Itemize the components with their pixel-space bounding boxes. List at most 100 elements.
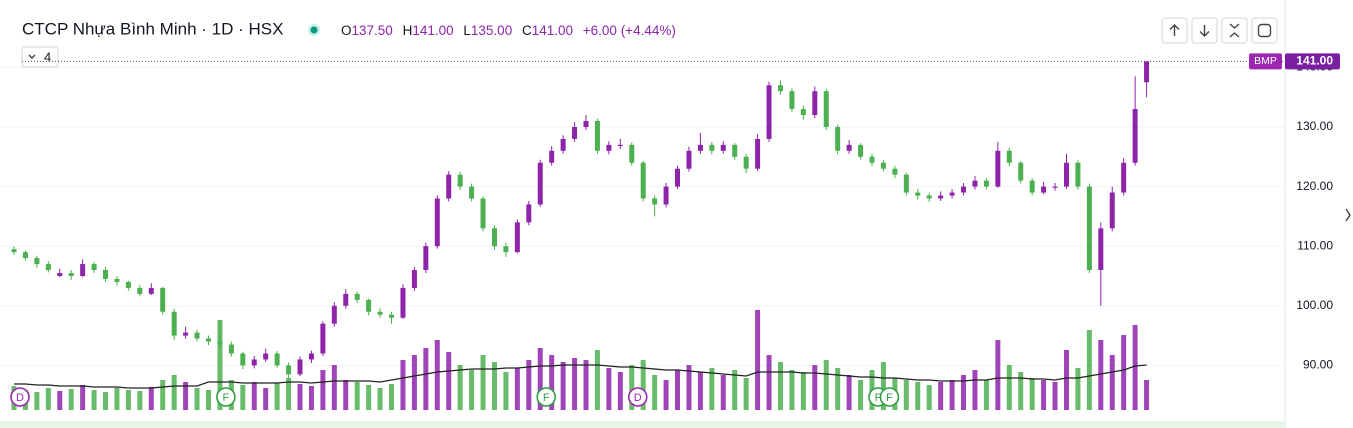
candle-body xyxy=(526,204,532,223)
o-value: 137.50 xyxy=(352,23,393,38)
volume-bar xyxy=(812,365,818,410)
candle-body xyxy=(263,353,269,360)
candle-body xyxy=(1098,228,1104,271)
volume-bar xyxy=(503,372,509,410)
candle-body xyxy=(1006,150,1012,163)
volume-bar xyxy=(400,360,406,410)
candle-body xyxy=(354,293,360,300)
candle-body xyxy=(411,270,417,288)
candle-body xyxy=(846,144,852,151)
volume-bar xyxy=(1098,340,1104,410)
maximize-button[interactable] xyxy=(1251,17,1278,44)
candle-body xyxy=(205,338,211,342)
candle-body xyxy=(755,138,761,169)
volume-bar xyxy=(755,310,761,410)
volume-bar xyxy=(183,382,189,410)
candle-body xyxy=(480,198,486,229)
y-tick-label: 110.00 xyxy=(1297,238,1333,252)
volume-bar xyxy=(617,372,623,410)
volume-bar xyxy=(560,362,566,410)
candle-body xyxy=(45,264,51,271)
candle-body xyxy=(389,314,395,318)
event-marker xyxy=(536,387,557,407)
l-value: 135.00 xyxy=(471,23,512,38)
candle-body xyxy=(251,359,257,366)
volume-bar xyxy=(1018,372,1024,410)
candle-body xyxy=(308,353,314,360)
volume-bar xyxy=(926,385,932,410)
volume-bar xyxy=(709,368,715,410)
volume-bar xyxy=(835,368,841,410)
candle-body xyxy=(434,198,440,247)
bottom-strip xyxy=(0,421,1285,428)
maximize-icon xyxy=(1257,23,1272,38)
candle-body xyxy=(1121,162,1127,193)
volume-bar xyxy=(858,380,864,410)
candle-body xyxy=(514,222,520,253)
volume-bar xyxy=(491,362,497,410)
volume-bar xyxy=(743,378,749,410)
event-marker xyxy=(10,387,30,407)
candle-body xyxy=(732,144,738,157)
candle-body xyxy=(491,228,497,247)
volume-bar xyxy=(469,370,475,410)
candle-body xyxy=(125,281,131,288)
volume-bar xyxy=(80,385,86,410)
volume-bar xyxy=(320,370,326,410)
candle-body xyxy=(720,144,726,151)
volume-bar xyxy=(457,365,463,410)
l-label: L xyxy=(463,23,471,38)
volume-bar xyxy=(640,360,646,410)
candle-body xyxy=(274,353,280,366)
volume-bar xyxy=(1075,368,1081,410)
candle-body xyxy=(995,150,1001,187)
candle-body xyxy=(743,156,749,169)
volume-bar xyxy=(480,355,486,410)
volume-bar xyxy=(240,385,246,410)
candle-body xyxy=(137,287,143,294)
up-icon xyxy=(1169,24,1180,36)
candle-body xyxy=(777,85,783,92)
volume-bar xyxy=(594,350,600,410)
candle-body xyxy=(1144,61,1150,83)
volume-bar xyxy=(308,386,314,410)
candle-body xyxy=(1029,180,1035,193)
volume-bar xyxy=(732,370,738,410)
collapse-button[interactable] xyxy=(1221,17,1248,44)
ohlc-legend: O137.50 H141.00 L135.00 C141.00 +6.00 (+… xyxy=(341,23,676,38)
y-tick-label: 90.00 xyxy=(1303,358,1333,372)
candle-body xyxy=(983,180,989,187)
volume-bar xyxy=(514,368,520,410)
volume-bar xyxy=(205,390,211,410)
candle-body xyxy=(1109,192,1115,229)
candle-body xyxy=(1052,186,1058,188)
candle-body xyxy=(835,126,841,151)
volume-bar xyxy=(915,382,921,410)
candle-body xyxy=(629,144,635,163)
candle-body xyxy=(240,353,246,366)
scroll-arrow[interactable] xyxy=(1345,208,1351,222)
volume-pane xyxy=(11,310,1150,410)
candle-body xyxy=(709,144,715,151)
indicator-toggle[interactable] xyxy=(21,46,59,68)
volume-bar xyxy=(995,340,1001,410)
event-label: D xyxy=(16,392,24,404)
volume-bar xyxy=(354,382,360,410)
volume-bar xyxy=(697,372,703,410)
volume-bar xyxy=(903,380,909,410)
candle-body xyxy=(57,273,63,276)
candle-body xyxy=(423,246,429,271)
h-label: H xyxy=(403,23,413,38)
y-tick-label: 130.00 xyxy=(1296,119,1333,133)
volume-bar xyxy=(572,358,578,410)
volume-ma-line xyxy=(14,364,1147,389)
candle-body xyxy=(949,192,955,196)
candle-body xyxy=(583,121,589,127)
candle-body xyxy=(606,144,612,151)
event-marker xyxy=(627,387,648,407)
candle-body xyxy=(560,138,566,151)
volume-bar xyxy=(1121,335,1127,410)
candle-body xyxy=(297,359,303,375)
candle-body xyxy=(68,273,74,276)
